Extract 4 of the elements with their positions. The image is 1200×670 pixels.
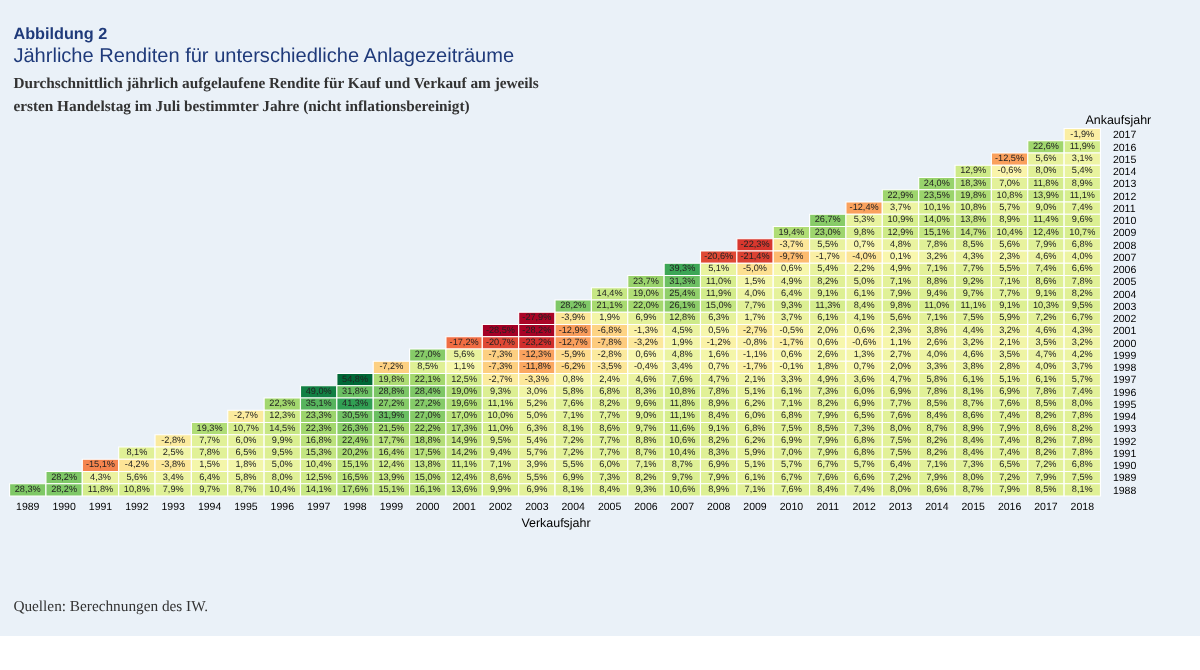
text: Durchschnittlich jährlich aufgelaufene Rendite für Kauf und Verkauf am jeweils [13,74,539,93]
source-note: Quellen: Berechnungen des IW. [13,596,209,615]
chart-subtitle: Jährliche Renditen für unterschiedliche Anlagezeiträume [13,45,515,68]
text: ersten Handelstag im Juli bestimmter Jahre (nicht inflationsbereinigt) [13,97,471,116]
